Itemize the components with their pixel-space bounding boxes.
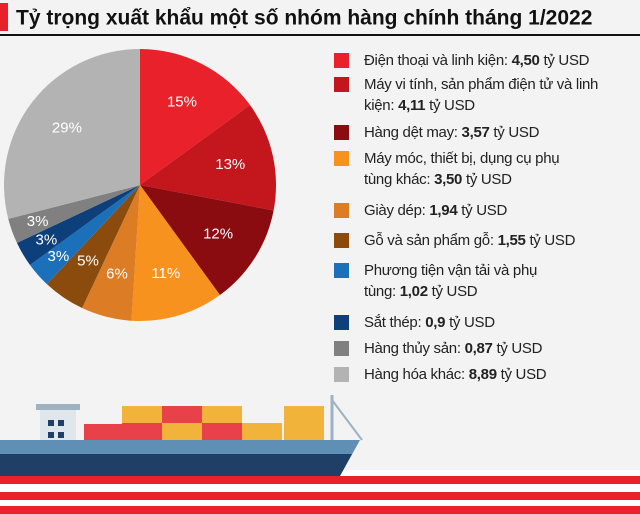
legend-text: Máy vi tính, sản phẩm điện tử và linh ki…	[364, 74, 604, 116]
legend-unit: tỷ USD	[493, 124, 540, 141]
pie-slice	[140, 105, 276, 211]
slice-label: 11%	[151, 265, 180, 282]
legend-unit: tỷ USD	[449, 314, 495, 331]
legend-text: Gỗ và sản phẩm gỗ: 1,55 tỷ USD	[364, 230, 640, 251]
legend-swatch	[334, 263, 349, 278]
legend-swatch	[334, 233, 349, 248]
legend-name: Gỗ và sản phẩm gỗ:	[364, 232, 494, 249]
legend-swatch	[334, 53, 349, 68]
legend-text: Điện thoại và linh kiện: 4,50 tỷ USD	[364, 50, 640, 71]
legend-name: Hàng dệt may:	[364, 124, 458, 141]
legend-name: Hàng thủy sản:	[364, 340, 461, 357]
legend-amount: 1,02	[399, 283, 428, 300]
ship	[0, 395, 640, 514]
legend-unit: tỷ USD	[529, 232, 576, 249]
legend-amount: 4,50	[511, 52, 540, 69]
legend-amount: 1,55	[497, 232, 526, 249]
legend-unit: tỷ USD	[465, 171, 512, 188]
pie: 15%13%12%11%6%5%3%3%3%29%	[3, 49, 276, 321]
legend-swatch	[334, 341, 349, 356]
pie-slice	[131, 185, 220, 321]
legend-text: Hàng thủy sản: 0,87 tỷ USD	[364, 338, 640, 359]
chart-title: Tỷ trọng xuất khẩu một số nhóm hàng chín…	[16, 7, 592, 30]
legend-amount: 3,50	[434, 171, 463, 188]
legend-unit: tỷ USD	[543, 52, 590, 69]
slice-label: 3%	[48, 248, 70, 265]
legend-unit: tỷ USD	[461, 202, 507, 219]
legend-swatch	[334, 151, 349, 166]
legend-name: Máy móc, thiết bị, dụng cụ phụ tùng khác…	[364, 150, 560, 188]
slice-label: 29%	[52, 119, 82, 136]
legend-swatch	[334, 77, 349, 92]
slice-label: 13%	[215, 156, 245, 173]
slice-label: 5%	[77, 252, 99, 269]
title-marker	[0, 3, 8, 31]
legend-swatch	[334, 315, 349, 330]
legend-amount: 8,89	[468, 366, 497, 383]
slice-label: 6%	[106, 266, 128, 283]
slice-label: 12%	[203, 226, 233, 243]
pie-slice	[8, 185, 140, 243]
legend-swatch	[334, 125, 349, 140]
legend-amount: 0,87	[464, 340, 493, 357]
legend-text: Hàng dệt may: 3,57 tỷ USD	[364, 122, 640, 143]
legend-unit: tỷ USD	[496, 340, 543, 357]
legend-swatch	[334, 203, 349, 218]
legend-name: Máy vi tính, sản phẩm điện tử và linh ki…	[364, 76, 599, 114]
legend-text: Giày dép: 1,94 tỷ USD	[364, 200, 640, 221]
pie-slice	[29, 185, 141, 285]
pie-slice	[82, 185, 140, 321]
legend-name: Giày dép:	[364, 202, 426, 219]
legend-swatch	[334, 367, 349, 382]
legend-amount: 4,11	[398, 97, 426, 114]
legend-name: Phương tiện vận tải và phụ tùng:	[364, 262, 538, 300]
legend-text: Sắt thép: 0,9 tỷ USD	[364, 312, 640, 333]
pie-slice	[3, 49, 140, 219]
legend-unit: tỷ USD	[429, 97, 475, 114]
legend-amount: 1,94	[429, 202, 458, 219]
slice-label: 15%	[167, 94, 197, 111]
legend-name: Điện thoại và linh kiện:	[364, 52, 508, 69]
legend-text: Hàng hóa khác: 8,89 tỷ USD	[364, 364, 640, 385]
legend-name: Hàng hóa khác:	[364, 366, 465, 383]
legend-unit: tỷ USD	[431, 283, 478, 300]
legend-amount: 3,57	[461, 124, 490, 141]
pie-slice	[16, 185, 141, 265]
legend-amount: 0,9	[425, 314, 446, 331]
slice-label: 3%	[27, 213, 49, 230]
legend-text: Phương tiện vận tải và phụ tùng: 1,02 tỷ…	[364, 260, 544, 302]
legend-unit: tỷ USD	[500, 366, 547, 383]
pie-slice	[140, 49, 251, 185]
pie-slice	[46, 185, 140, 309]
legend-text: Máy móc, thiết bị, dụng cụ phụ tùng khác…	[364, 148, 584, 190]
legend-name: Sắt thép:	[364, 314, 422, 331]
slice-label: 3%	[36, 231, 58, 248]
pie-slice	[140, 185, 274, 296]
